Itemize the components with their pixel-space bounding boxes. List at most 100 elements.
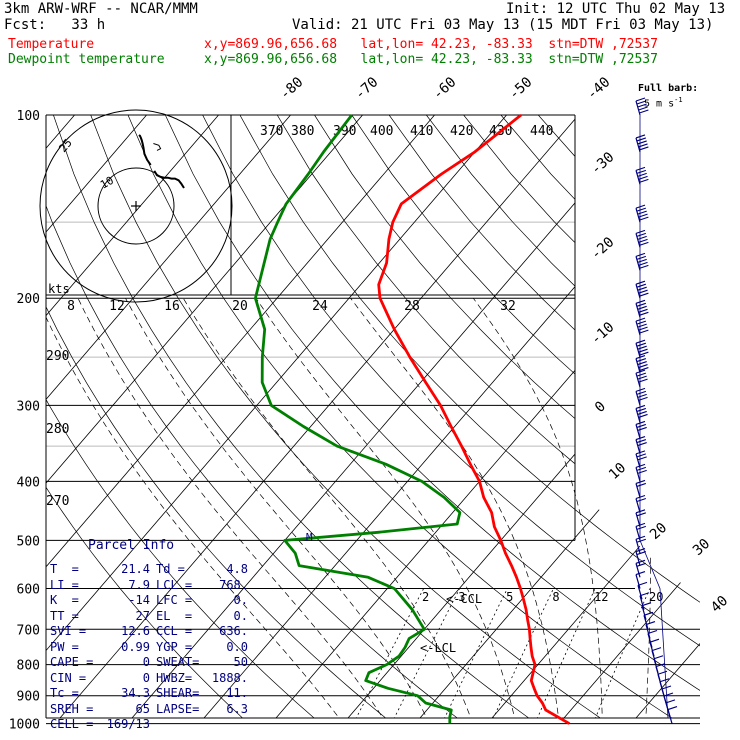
- dry-adiabat-line: [314, 115, 700, 718]
- parcel-key: T =: [50, 562, 79, 576]
- pw-tick-label: 12: [109, 299, 125, 314]
- wind-barb: [647, 630, 658, 648]
- wind-barb: [651, 647, 662, 665]
- dry-adiabat-line: [612, 115, 700, 718]
- pressure-tick-label: 100: [17, 109, 40, 124]
- wind-barb-feather: [635, 420, 646, 425]
- parcel-key: Tc =: [50, 686, 79, 700]
- wind-barb-feather: [636, 207, 647, 212]
- isotherm-tick-label: 10: [606, 460, 629, 483]
- dry-adiabat-line: [164, 115, 700, 718]
- wind-barb-feather: [637, 210, 647, 215]
- isotherm-line: [342, 115, 700, 718]
- legend-temperature: Temperature: [8, 37, 95, 52]
- isotherm-line: [486, 115, 700, 718]
- wind-barb-staff: [639, 595, 645, 610]
- theta-tick-label: 380: [291, 124, 314, 139]
- wind-barb-feather: [637, 140, 647, 145]
- dry-adiabat-line: [687, 115, 700, 718]
- wind-barb-staff: [643, 615, 649, 630]
- dry-adiabat-label: 270: [46, 494, 69, 509]
- wind-barb-feather: [637, 345, 647, 350]
- wind-barb-feather: [636, 342, 647, 347]
- wind-barb: [635, 355, 649, 373]
- wind-barb-staff: [635, 551, 641, 566]
- wind-barb: [635, 559, 647, 578]
- parcel-key: SREH =: [50, 701, 94, 716]
- chart-markers: <-CCL <-LCL M: [306, 531, 482, 655]
- isotherm-line: [46, 115, 507, 718]
- wind-barb-staff: [635, 408, 641, 423]
- wind-barb-feather: [636, 372, 647, 377]
- wind-barb-feather: [636, 169, 647, 174]
- wind-barb-feather: [636, 407, 647, 412]
- wind-barb-feather: [639, 241, 649, 246]
- lcl-marker: <-LCL: [420, 641, 456, 655]
- parcel-key: LAPSE=: [156, 701, 200, 716]
- wind-barb-feather: [635, 436, 646, 441]
- wind-barb-feather: [637, 375, 647, 380]
- mixing-ratio-line: [441, 588, 508, 718]
- wind-barb: [649, 638, 660, 657]
- wind-barb-feather: [639, 216, 649, 221]
- wind-barb-feather: [637, 426, 647, 431]
- wind-barb-feather: [635, 522, 646, 527]
- parcel-info-row: TT = 27 EL = 0.: [50, 610, 248, 622]
- wind-barb: [635, 495, 647, 513]
- wind-barb: [643, 611, 654, 630]
- parcel-key: CELL =: [50, 717, 94, 731]
- wind-barb: [635, 229, 649, 248]
- wind-barb-feather: [635, 571, 646, 576]
- hodograph: kts 10 25: [39, 109, 233, 303]
- parcel-key: CAPE =: [50, 655, 94, 669]
- dry-adiabat-line: [239, 115, 700, 718]
- dewpoint-profile: [253, 114, 462, 724]
- model-title: 3km ARW-WRF -- NCAR/MMM: [4, 1, 198, 17]
- wind-barb-feather: [649, 638, 660, 643]
- wind-barb: [645, 621, 656, 639]
- parcel-key: LFC =: [156, 593, 193, 607]
- wind-barb-feather: [635, 369, 646, 374]
- wind-barb-feather: [635, 229, 646, 234]
- wind-barb: [635, 420, 647, 439]
- wind-barb-staff: [635, 512, 641, 527]
- wind-barb-feather: [635, 204, 646, 209]
- wind-barb-feather: [636, 137, 647, 142]
- parcel-value: 4.8: [226, 562, 248, 576]
- wind-barb: [635, 436, 647, 454]
- wind-barb-feather: [636, 538, 647, 543]
- wind-barb-feather: [636, 255, 647, 260]
- wind-barb-feather: [639, 592, 650, 597]
- isotherm-line: [46, 115, 219, 718]
- parcel-info-row: T = 21.4 Td = 4.8: [50, 563, 248, 575]
- wind-barb-feather: [653, 655, 664, 660]
- parcel-value: 0.0: [226, 639, 248, 654]
- dry-adiabat-line: [127, 115, 681, 718]
- dry-adiabat-line: [46, 115, 465, 718]
- parcel-value: 1888.: [211, 670, 248, 685]
- isotherm-line: [198, 115, 700, 718]
- wind-barb-staff: [635, 424, 641, 439]
- pw-tick-label: 24: [312, 299, 328, 314]
- wind-barb-feather: [635, 355, 646, 360]
- forecast-hour: Fcst: 33 h: [4, 17, 106, 33]
- wind-barb-staff: [641, 605, 647, 620]
- theta-tick-label: 440: [530, 124, 553, 139]
- pressure-tick-label: 400: [17, 475, 40, 490]
- parcel-key: PW =: [50, 639, 79, 654]
- wind-barb-feather: [639, 146, 649, 151]
- parcel-key: TT =: [50, 608, 79, 623]
- parcel-key: SWEAT=: [156, 655, 200, 669]
- wind-barb-feather: [637, 323, 647, 328]
- wind-barb-feather: [635, 404, 646, 409]
- wind-barb-staff: [635, 439, 641, 454]
- parcel-value: 0: [142, 670, 150, 685]
- parcel-key: LCL =: [156, 577, 193, 592]
- wind-barb: [641, 602, 652, 620]
- parcel-value: 636.: [219, 624, 248, 638]
- wind-barb-feather: [635, 299, 646, 304]
- wind-barb-staff: [667, 709, 673, 724]
- dry-adiabat-line: [388, 115, 700, 718]
- wind-barb: [635, 317, 649, 336]
- parcel-value: 7.9: [128, 577, 150, 592]
